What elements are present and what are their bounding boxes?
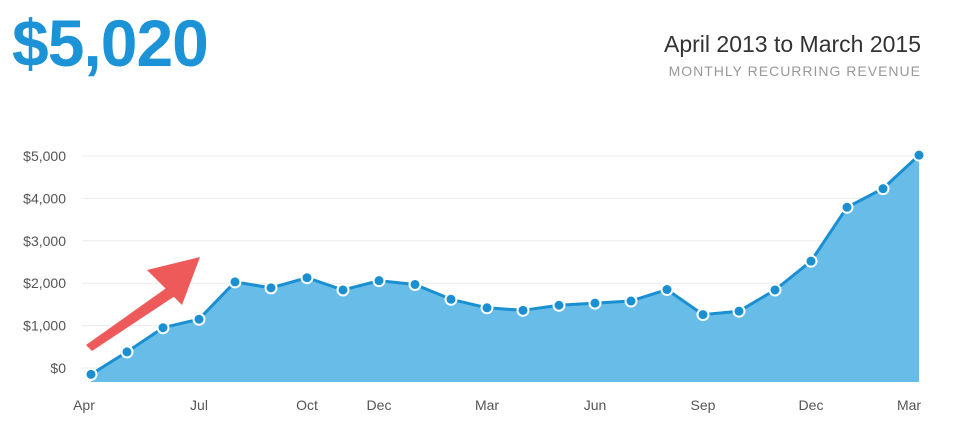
x-tick-label-2: Oct xyxy=(296,397,318,413)
data-point-13[interactable] xyxy=(552,298,566,312)
data-points xyxy=(84,148,926,381)
y-tick-label-1: $1,000 xyxy=(23,318,66,334)
x-tick-label-7: Dec xyxy=(799,397,824,413)
y-tick-label-5: $5,000 xyxy=(23,148,66,164)
data-point-15[interactable] xyxy=(624,294,638,308)
x-axis-labels: Apr Jul Oct Dec Mar Jun Sep Dec Mar xyxy=(73,397,921,413)
data-point-9[interactable] xyxy=(408,277,422,291)
data-point-21[interactable] xyxy=(840,200,854,214)
x-tick-label-1: Jul xyxy=(190,397,208,413)
data-point-11[interactable] xyxy=(480,301,494,315)
metric-label: MONTHLY RECURRING REVENUE xyxy=(668,63,921,80)
x-tick-label-6: Sep xyxy=(691,397,716,413)
y-tick-label-2: $2,000 xyxy=(23,275,66,291)
x-tick-label-8: Mar xyxy=(897,397,921,413)
data-point-20[interactable] xyxy=(804,254,818,268)
data-point-0[interactable] xyxy=(84,367,98,381)
arrow-shaft xyxy=(86,284,178,351)
x-tick-label-3: Dec xyxy=(367,397,392,413)
growth-arrow-annotation xyxy=(86,257,200,351)
data-point-17[interactable] xyxy=(696,308,710,322)
arrow-head xyxy=(147,257,200,305)
data-point-16[interactable] xyxy=(660,283,674,297)
data-point-7[interactable] xyxy=(336,283,350,297)
revenue-area xyxy=(91,155,919,382)
data-point-4[interactable] xyxy=(228,275,242,289)
data-point-12[interactable] xyxy=(516,303,530,317)
y-tick-label-3: $3,000 xyxy=(23,233,66,249)
y-tick-label-4: $4,000 xyxy=(23,190,66,206)
data-point-18[interactable] xyxy=(732,304,746,318)
data-point-1[interactable] xyxy=(120,345,134,359)
y-axis-labels: $0 $1,000 $2,000 $3,000 $4,000 $5,000 xyxy=(23,148,66,376)
x-tick-label-0: Apr xyxy=(73,397,95,413)
current-mrr-value: $5,020 xyxy=(12,6,209,80)
data-point-6[interactable] xyxy=(300,271,314,285)
data-point-22[interactable] xyxy=(876,182,890,196)
x-tick-label-4: Mar xyxy=(475,397,499,413)
x-tick-label-5: Jun xyxy=(584,397,607,413)
data-point-8[interactable] xyxy=(372,274,386,288)
data-point-19[interactable] xyxy=(768,283,782,297)
data-point-10[interactable] xyxy=(444,292,458,306)
data-point-14[interactable] xyxy=(588,296,602,310)
chart-header: April 2013 to March 2015 MONTHLY RECURRI… xyxy=(664,31,921,80)
date-range: April 2013 to March 2015 xyxy=(664,31,921,57)
data-point-3[interactable] xyxy=(192,312,206,326)
revenue-line xyxy=(90,154,921,376)
data-point-2[interactable] xyxy=(156,321,170,335)
y-tick-label-0: $0 xyxy=(50,360,66,376)
data-point-23[interactable] xyxy=(912,148,926,162)
data-point-5[interactable] xyxy=(264,281,278,295)
